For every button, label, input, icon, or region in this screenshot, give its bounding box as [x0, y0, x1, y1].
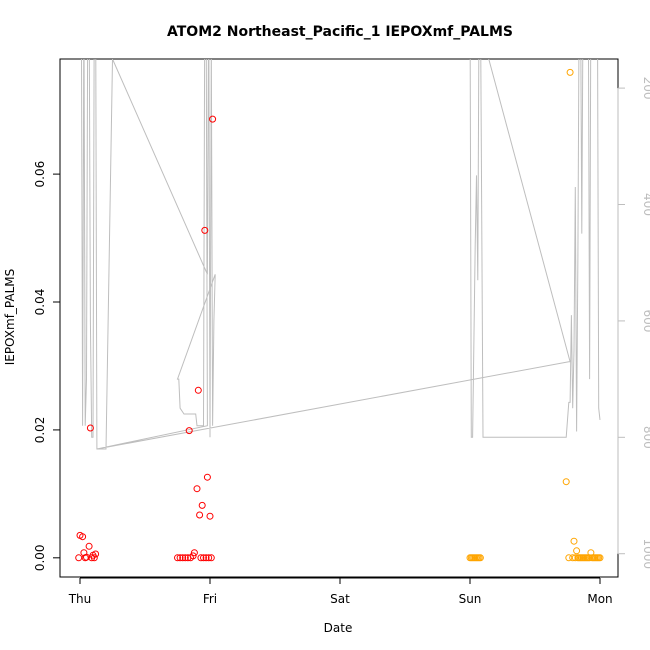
data-point-series-1 — [86, 424, 94, 432]
data-point-series-1 — [205, 554, 213, 562]
y-tick-label: 0.06 — [33, 161, 47, 188]
secondary-tick-label: 400 — [641, 193, 650, 216]
data-point-series-1 — [189, 552, 197, 560]
y-axis-label: IEPOXmf_PALMS — [3, 269, 17, 366]
data-point-series-2 — [566, 68, 574, 76]
data-point-series-1 — [209, 115, 217, 123]
altitude-line — [81, 59, 601, 450]
data-point-series-1 — [174, 554, 181, 562]
y-tick-label: 0.02 — [33, 417, 47, 444]
data-point-series-1 — [193, 485, 201, 493]
secondary-tick-label: 600 — [641, 309, 650, 332]
y-tick-label: 0.00 — [33, 544, 47, 571]
data-point-series-1 — [90, 554, 98, 562]
data-point-series-2 — [573, 547, 581, 555]
data-point-series-1 — [197, 554, 205, 562]
data-points — [75, 68, 604, 562]
x-tick-label: Thu — [68, 592, 92, 606]
secondary-tick-label: 800 — [641, 426, 650, 449]
data-point-series-1 — [79, 533, 87, 541]
data-point-series-1 — [200, 554, 207, 562]
x-axis-label: Date — [324, 621, 353, 635]
data-point-series-1 — [194, 386, 202, 394]
data-point-series-1 — [206, 512, 214, 520]
y-tick-label: 0.04 — [33, 289, 47, 316]
x-axis: Thu Fri Sat Sun Mon — [68, 577, 613, 606]
chart-title: ATOM2 Northeast_Pacific_1 IEPOXmf_PALMS — [167, 24, 513, 40]
data-point-series-1 — [190, 549, 198, 557]
altitude-track — [81, 59, 601, 450]
secondary-y-axis: 200 400 600 800 1000 — [617, 77, 650, 569]
data-point-series-1 — [176, 554, 184, 562]
data-point-series-1 — [181, 554, 189, 562]
data-point-series-2 — [570, 537, 578, 545]
data-point-series-1 — [75, 554, 83, 562]
plot-frame — [59, 58, 619, 578]
data-point-series-2 — [476, 554, 484, 562]
x-tick-label: Sat — [330, 592, 350, 606]
x-tick-label: Sun — [459, 592, 482, 606]
data-point-series-2 — [596, 554, 604, 562]
data-point-series-1 — [198, 501, 206, 509]
y-axis: 0.00 0.02 0.04 0.06 — [33, 161, 61, 571]
x-tick-label: Fri — [203, 592, 217, 606]
data-point-series-2 — [562, 478, 570, 486]
data-point-series-1 — [207, 554, 215, 562]
x-tick-label: Mon — [587, 592, 612, 606]
data-point-series-1 — [201, 226, 209, 234]
data-point-series-1 — [196, 511, 204, 519]
data-point-series-1 — [85, 542, 93, 550]
data-point-series-1 — [179, 554, 187, 562]
data-point-series-1 — [203, 473, 211, 481]
data-point-series-1 — [185, 427, 193, 435]
secondary-tick-label: 1000 — [641, 538, 650, 569]
secondary-tick-label: 200 — [641, 77, 650, 100]
data-point-series-1 — [92, 550, 100, 558]
data-point-series-1 — [202, 554, 210, 562]
